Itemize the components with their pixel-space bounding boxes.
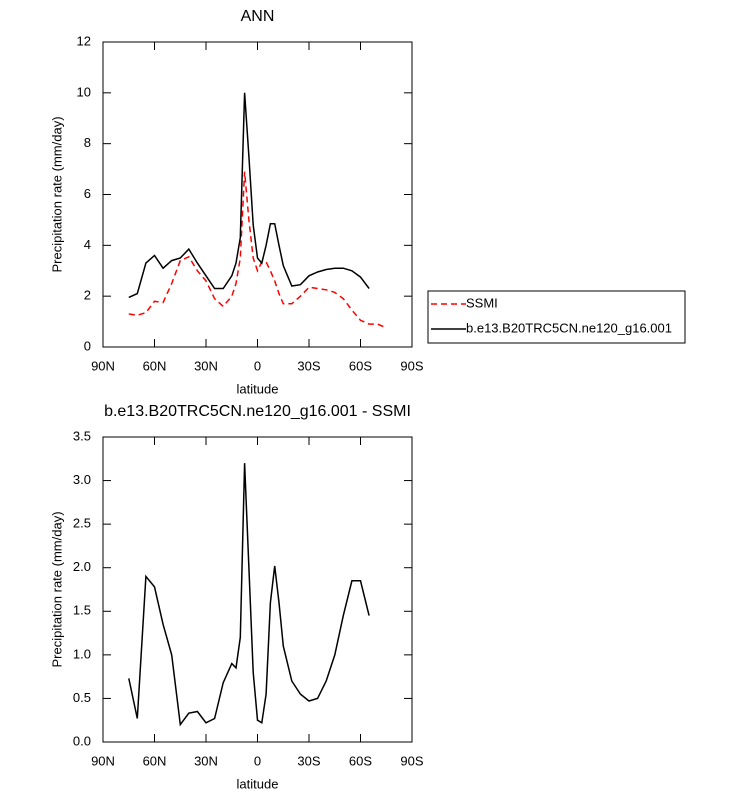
- y-axis-label: Precipitation rate (mm/day): [49, 511, 64, 667]
- x-tick-label: 0: [254, 358, 261, 373]
- x-tick-label: 90N: [91, 358, 115, 373]
- chart-title: ANN: [241, 8, 275, 25]
- y-tick-label: 10: [77, 84, 91, 99]
- y-tick-label: 6: [84, 186, 91, 201]
- y-tick-label: 2.5: [73, 516, 91, 531]
- plot-frame: [102, 436, 413, 743]
- y-tick-label: 0.0: [73, 733, 91, 748]
- y-tick-label: 0.5: [73, 690, 91, 705]
- y-tick-label: 2: [84, 288, 91, 303]
- x-tick-label: 0: [254, 753, 261, 768]
- x-tick-label: 60N: [143, 358, 167, 373]
- x-tick-label: 60N: [143, 753, 167, 768]
- y-tick-label: 1.0: [73, 646, 91, 661]
- x-axis-label: latitude: [237, 776, 279, 791]
- data-line: [128, 463, 370, 727]
- legend-label: SSMI: [466, 295, 498, 310]
- y-tick-label: 3.0: [73, 472, 91, 487]
- x-axis-label: latitude: [237, 381, 279, 396]
- x-tick-label: 90N: [91, 753, 115, 768]
- y-tick-label: 1.5: [73, 603, 91, 618]
- data-line: [128, 171, 387, 329]
- x-tick-label: 90S: [400, 358, 423, 373]
- x-tick-label: 30N: [194, 753, 218, 768]
- y-tick-label: 8: [84, 135, 91, 150]
- y-tick-label: 0: [84, 338, 91, 353]
- y-tick-label: 2.0: [73, 559, 91, 574]
- chart-title: b.e13.B20TRC5CN.ne120_g16.001 - SSMI: [104, 403, 411, 420]
- legend-label: b.e13.B20TRC5CN.ne120_g16.001: [466, 320, 672, 335]
- y-tick-label: 12: [77, 33, 91, 48]
- x-tick-label: 30S: [297, 753, 320, 768]
- y-tick-label: 3.5: [73, 428, 91, 443]
- x-tick-label: 90S: [400, 753, 423, 768]
- y-tick-label: 4: [84, 237, 91, 252]
- x-tick-label: 30N: [194, 358, 218, 373]
- legend-box: [427, 290, 686, 344]
- x-tick-label: 60S: [349, 358, 372, 373]
- x-tick-label: 30S: [297, 358, 320, 373]
- plot-frame: [102, 41, 413, 348]
- x-tick-label: 60S: [349, 753, 372, 768]
- data-line: [128, 92, 370, 299]
- y-axis-label: Precipitation rate (mm/day): [49, 116, 64, 272]
